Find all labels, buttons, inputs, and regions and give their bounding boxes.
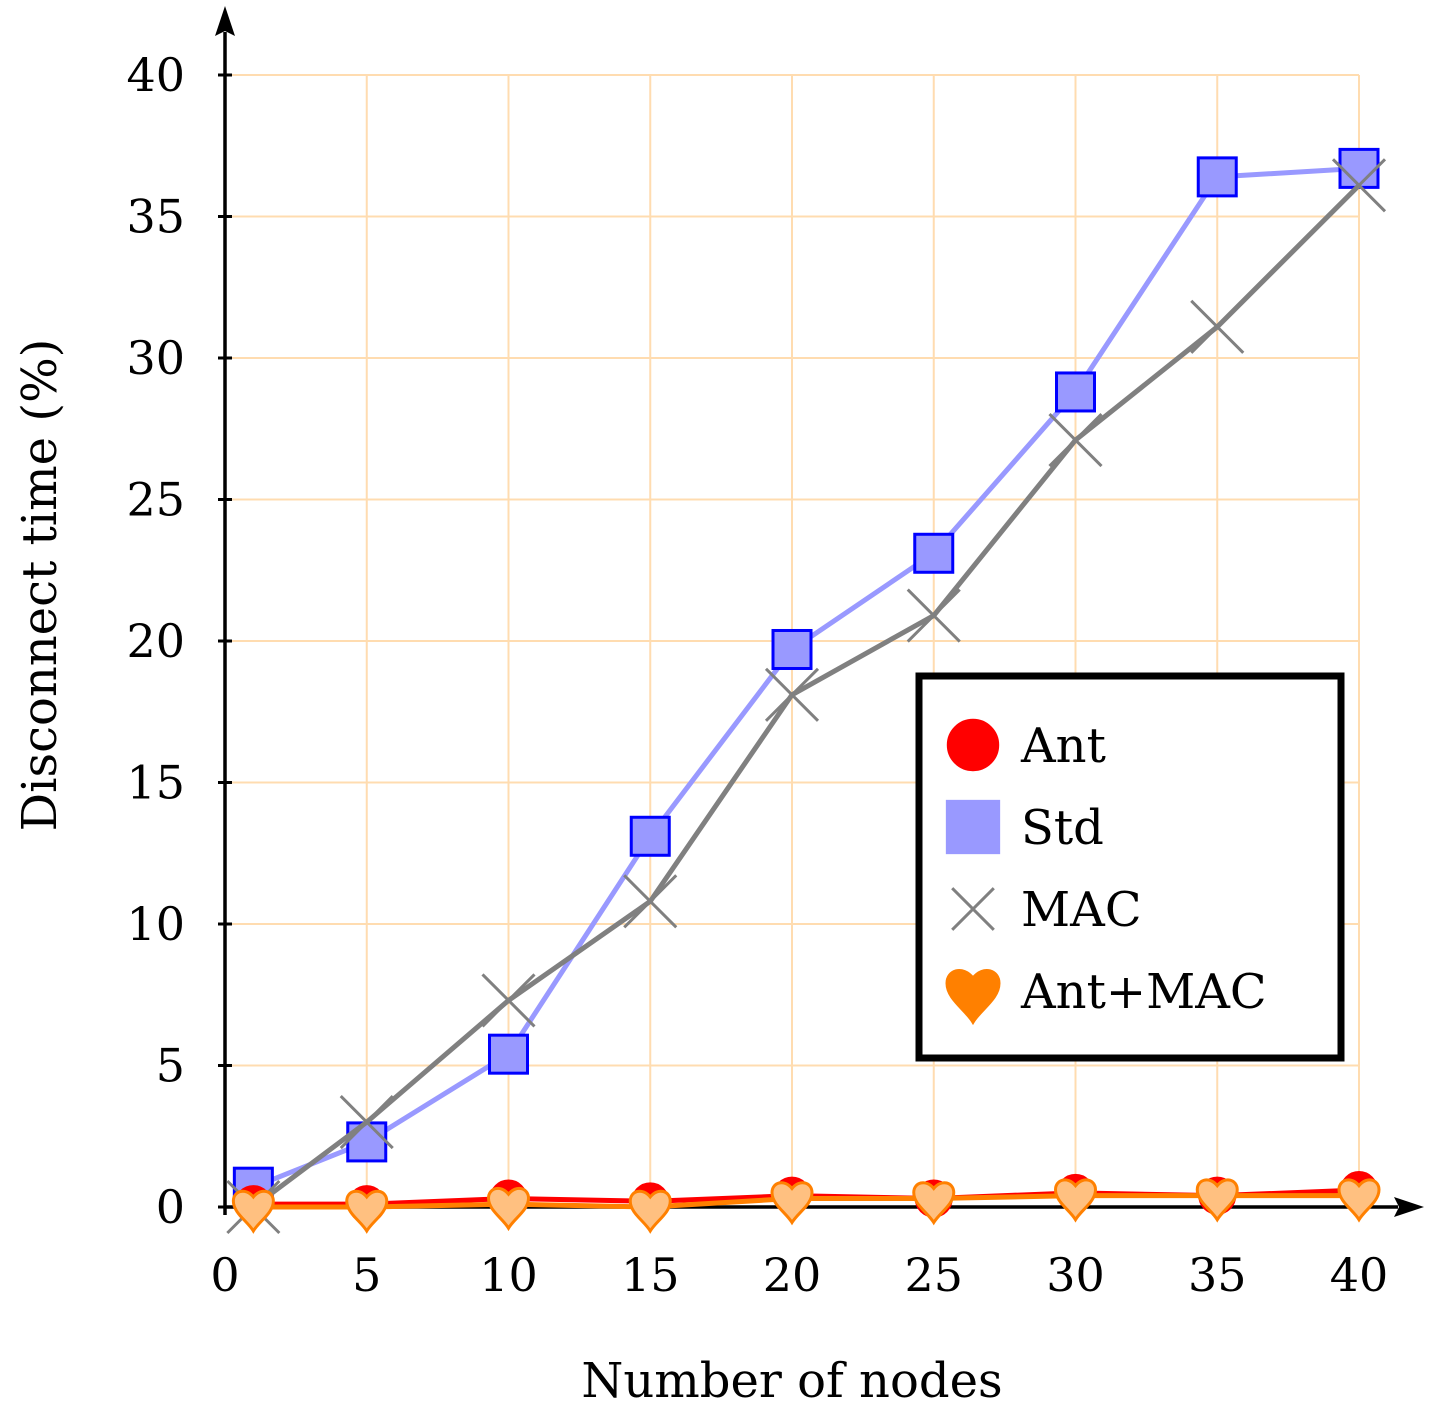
data-point-ant-mac bbox=[231, 1189, 275, 1234]
legend-entry-std: Std bbox=[945, 799, 1104, 856]
x-tick-label: 10 bbox=[479, 1248, 538, 1302]
data-point-std bbox=[1055, 371, 1096, 413]
data-point-mac bbox=[1048, 413, 1103, 468]
legend-marker-ant-mac bbox=[945, 969, 1001, 1026]
data-point-std bbox=[488, 1033, 529, 1075]
legend-label-std: Std bbox=[1021, 800, 1104, 856]
data-point-std bbox=[913, 532, 955, 574]
data-point-ant-mac bbox=[912, 1181, 956, 1226]
data-point-mac bbox=[481, 973, 536, 1028]
x-axis-title: Number of nodes bbox=[581, 1353, 1002, 1409]
x-tick-label: 25 bbox=[904, 1248, 963, 1302]
legend-entry-ant-mac: Ant+MAC bbox=[945, 964, 1267, 1026]
data-point-ant-mac bbox=[345, 1189, 389, 1234]
legend-marker-std bbox=[945, 799, 1001, 855]
data-point-std bbox=[629, 815, 671, 857]
data-point-std bbox=[771, 628, 813, 670]
y-tick-label: 10 bbox=[126, 897, 185, 951]
y-tick-label: 40 bbox=[126, 48, 185, 102]
y-tick-label: 0 bbox=[156, 1180, 185, 1234]
x-tick-label: 20 bbox=[763, 1248, 822, 1302]
data-point-mac bbox=[1331, 158, 1387, 213]
data-point-std bbox=[346, 1121, 388, 1163]
legend-label-ant-mac: Ant+MAC bbox=[1020, 964, 1267, 1020]
x-axis-arrowhead bbox=[1394, 1197, 1424, 1217]
data-point-mac bbox=[906, 588, 961, 643]
y-tick-label: 35 bbox=[126, 190, 185, 244]
series-mac bbox=[226, 158, 1387, 1235]
y-tick-label: 25 bbox=[126, 473, 185, 527]
x-tick-label: 35 bbox=[1188, 1248, 1247, 1302]
legend-entry-ant: Ant bbox=[946, 718, 1106, 774]
x-tick-label: 5 bbox=[352, 1248, 381, 1302]
y-tick-label: 15 bbox=[126, 756, 185, 810]
y-axis-title: Disconnect time (%) bbox=[12, 339, 68, 832]
legend-marker-ant bbox=[946, 718, 1000, 772]
y-tick-label: 20 bbox=[126, 614, 185, 668]
data-point-std bbox=[1338, 147, 1380, 189]
x-tick-label: 30 bbox=[1046, 1248, 1105, 1302]
legend-label-mac: MAC bbox=[1021, 882, 1142, 938]
data-point-ant-mac bbox=[486, 1186, 531, 1232]
legend: Ant Std MAC Ant+MAC bbox=[915, 672, 1345, 1062]
data-point-mac bbox=[339, 1095, 394, 1150]
y-axis-arrowhead bbox=[215, 6, 235, 36]
data-point-mac bbox=[764, 667, 820, 722]
legend-entry-mac: MAC bbox=[951, 882, 1142, 938]
x-tick-label: 40 bbox=[1330, 1248, 1389, 1302]
data-point-ant-mac bbox=[770, 1181, 814, 1226]
data-point-std bbox=[1196, 156, 1238, 198]
axes-layer: 0 5 10 15 20 25 30 35 40 0 5 10 15 20 25 30 35 40 bbox=[126, 6, 1424, 1302]
data-point-ant-mac bbox=[1053, 1178, 1098, 1223]
data-point-mac bbox=[623, 874, 678, 929]
x-tick-label: 0 bbox=[210, 1248, 239, 1302]
legend-label-ant: Ant bbox=[1020, 718, 1106, 774]
series-ant-mac bbox=[231, 1178, 1381, 1234]
y-tick-label: 30 bbox=[126, 331, 185, 385]
y-tick-label: 5 bbox=[156, 1039, 185, 1093]
data-point-mac bbox=[1190, 299, 1245, 354]
data-point-ant-mac bbox=[628, 1189, 672, 1234]
legend-marker-mac bbox=[951, 887, 995, 931]
x-tick-label: 15 bbox=[621, 1248, 680, 1302]
data-point-ant-mac bbox=[1195, 1178, 1239, 1223]
data-point-ant-mac bbox=[1337, 1178, 1381, 1223]
series-layer bbox=[226, 147, 1387, 1235]
